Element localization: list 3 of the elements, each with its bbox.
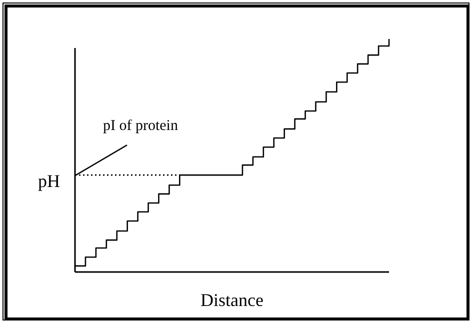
y-axis-title: pH xyxy=(38,171,60,192)
x-axis-title: Distance xyxy=(200,290,264,310)
ref-line-label: pI of protein xyxy=(103,118,178,134)
